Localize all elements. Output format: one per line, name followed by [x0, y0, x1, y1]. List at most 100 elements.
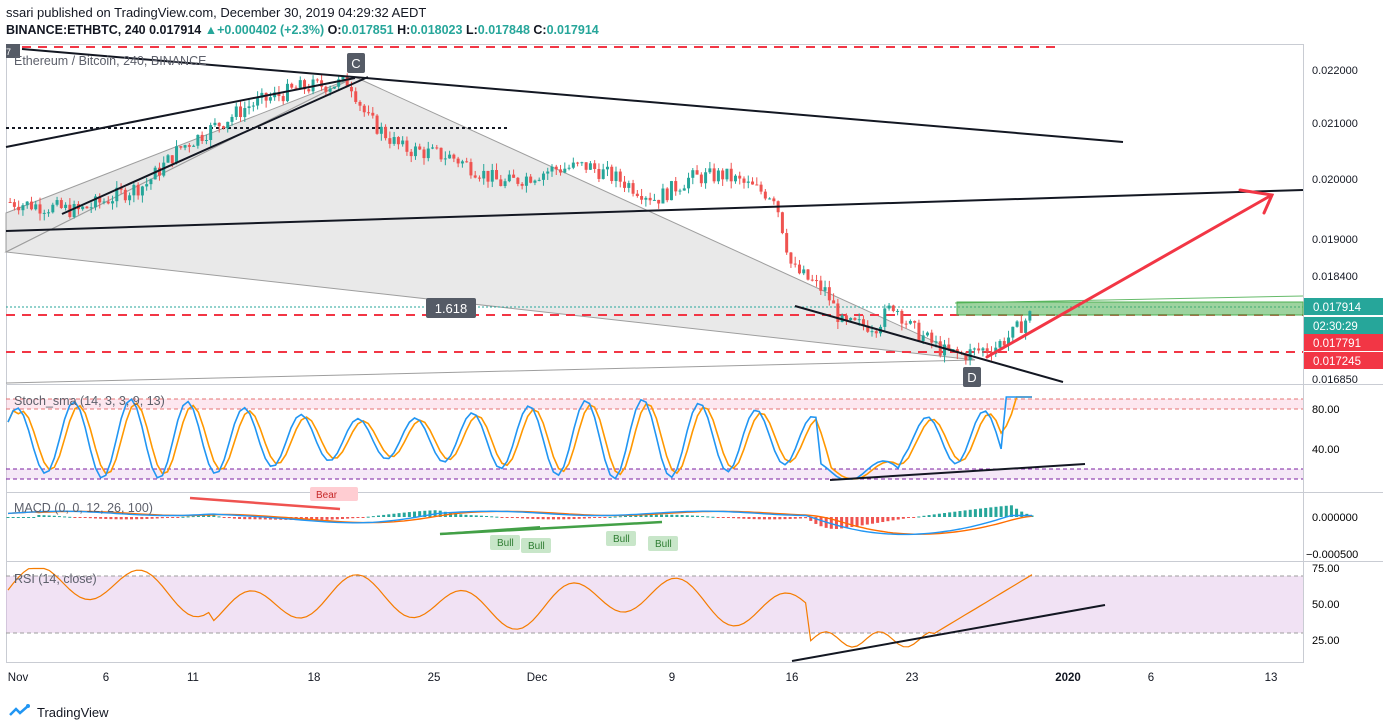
price-tick: 0.018400 — [1312, 271, 1358, 283]
label-d: D — [967, 370, 976, 385]
time-tick: 16 — [786, 672, 799, 684]
candle-body — [413, 146, 417, 157]
candle-body — [12, 202, 16, 207]
bull-label: Bull — [613, 534, 630, 545]
badge-resistance-2: 0.017245 — [1313, 356, 1361, 368]
macd-histogram-bar — [690, 515, 694, 517]
time-tick: 6 — [103, 672, 109, 684]
candle-body — [904, 323, 908, 325]
macd-histogram-bar — [886, 517, 890, 522]
candle-body — [768, 198, 772, 200]
candle-body — [635, 193, 639, 197]
candle-body — [623, 181, 627, 188]
candle-body — [115, 187, 119, 202]
candle-body — [166, 155, 170, 163]
macd-histogram-bar — [536, 517, 540, 520]
candle-body — [729, 168, 733, 182]
candle-body — [183, 145, 187, 148]
candle-body — [601, 169, 605, 179]
candle-body — [716, 170, 720, 182]
macd-histogram-bar — [1020, 511, 1024, 517]
macd-histogram-bar — [726, 517, 730, 518]
macd-histogram-bar — [572, 517, 576, 520]
macd-histogram-bar — [660, 514, 664, 517]
macd-histogram-bar — [613, 516, 617, 518]
macd-histogram-bar — [531, 517, 535, 519]
macd-histogram-bar — [361, 517, 365, 518]
candle-body — [537, 179, 541, 181]
candle-body — [42, 212, 46, 214]
macd-histogram-bar — [129, 517, 133, 520]
macd-histogram-bar — [639, 515, 643, 517]
symbol-ohlc-line: BINANCE:ETHBTC, 240 0.017914 ▲+0.000402 … — [6, 23, 599, 37]
candle-body — [422, 149, 426, 159]
candle-body — [332, 86, 336, 89]
macd-histogram-bar — [896, 517, 900, 520]
bull-label: Bull — [497, 538, 514, 549]
candle-body — [349, 86, 353, 92]
candle-body — [320, 80, 324, 87]
close-value: 0.017914 — [546, 23, 599, 37]
candle-body — [823, 287, 827, 291]
candle-body — [281, 96, 285, 102]
candle-body — [593, 163, 597, 170]
candle-body — [674, 181, 678, 192]
candle-body — [610, 166, 614, 182]
candle-body — [789, 252, 793, 264]
chart-canvas[interactable]: C D 1.618 7 Ethereum / Bitcoin, 240, BIN… — [0, 0, 1383, 700]
stoch-tick: 80.00 — [1312, 404, 1340, 416]
macd-histogram-bar — [32, 517, 36, 518]
open-label: O: — [327, 23, 342, 37]
macd-histogram-bar — [798, 517, 802, 519]
macd-histogram-bar — [716, 517, 720, 518]
macd-histogram-bar — [773, 517, 777, 520]
candle-body — [695, 170, 699, 175]
candle-body — [832, 300, 836, 304]
candle-body — [708, 168, 712, 173]
candle-body — [665, 188, 669, 201]
forecast-arrow — [985, 188, 1275, 359]
time-tick: 9 — [669, 672, 675, 684]
candle-body — [396, 137, 400, 145]
macd-histogram-bar — [382, 514, 386, 517]
candle-body — [533, 180, 537, 183]
macd-histogram-bar — [155, 517, 159, 519]
candle-body — [887, 305, 891, 309]
candle-body — [34, 204, 38, 210]
macd-histogram-bar — [485, 515, 489, 517]
macd-histogram-bar — [521, 517, 525, 519]
candle-body — [405, 140, 409, 152]
macd-histogram-bar — [469, 515, 473, 517]
macd-histogram-bar — [243, 517, 247, 520]
macd-histogram-bar — [809, 517, 813, 521]
candle-body — [576, 162, 580, 164]
candle-body — [1015, 321, 1019, 327]
macd-histogram-bar — [93, 517, 97, 519]
candle-body — [59, 200, 63, 208]
candle-body — [977, 348, 981, 351]
candle-body — [217, 122, 221, 127]
candle-body — [21, 205, 25, 211]
macd-histogram-bar — [160, 517, 164, 519]
macd-histogram-bar — [706, 516, 710, 518]
candle-body — [1019, 321, 1023, 333]
price-change: +0.000402 (+2.3%) — [217, 23, 325, 37]
candle-body — [896, 310, 900, 312]
candle-body — [234, 106, 238, 117]
candle-body — [452, 154, 456, 159]
symbol-name[interactable]: BINANCE:ETHBTC, 240 — [6, 23, 146, 37]
fib-label: 1.618 — [426, 298, 476, 318]
label-c: C — [351, 56, 360, 71]
candle-body — [239, 106, 243, 118]
stoch-legend: Stoch_sma (14, 3, 3, 9, 13) — [14, 394, 165, 408]
time-tick: 11 — [187, 672, 199, 684]
candle-body — [499, 179, 503, 187]
candle-body — [303, 80, 307, 90]
macd-histogram-bar — [37, 515, 41, 517]
candle-body — [367, 112, 371, 114]
macd-histogram-bar — [999, 506, 1003, 517]
macd-histogram-bar — [603, 517, 607, 518]
tradingview-logo[interactable]: TradingView — [8, 704, 109, 720]
candle-body — [925, 332, 929, 336]
candle-body — [153, 167, 157, 180]
